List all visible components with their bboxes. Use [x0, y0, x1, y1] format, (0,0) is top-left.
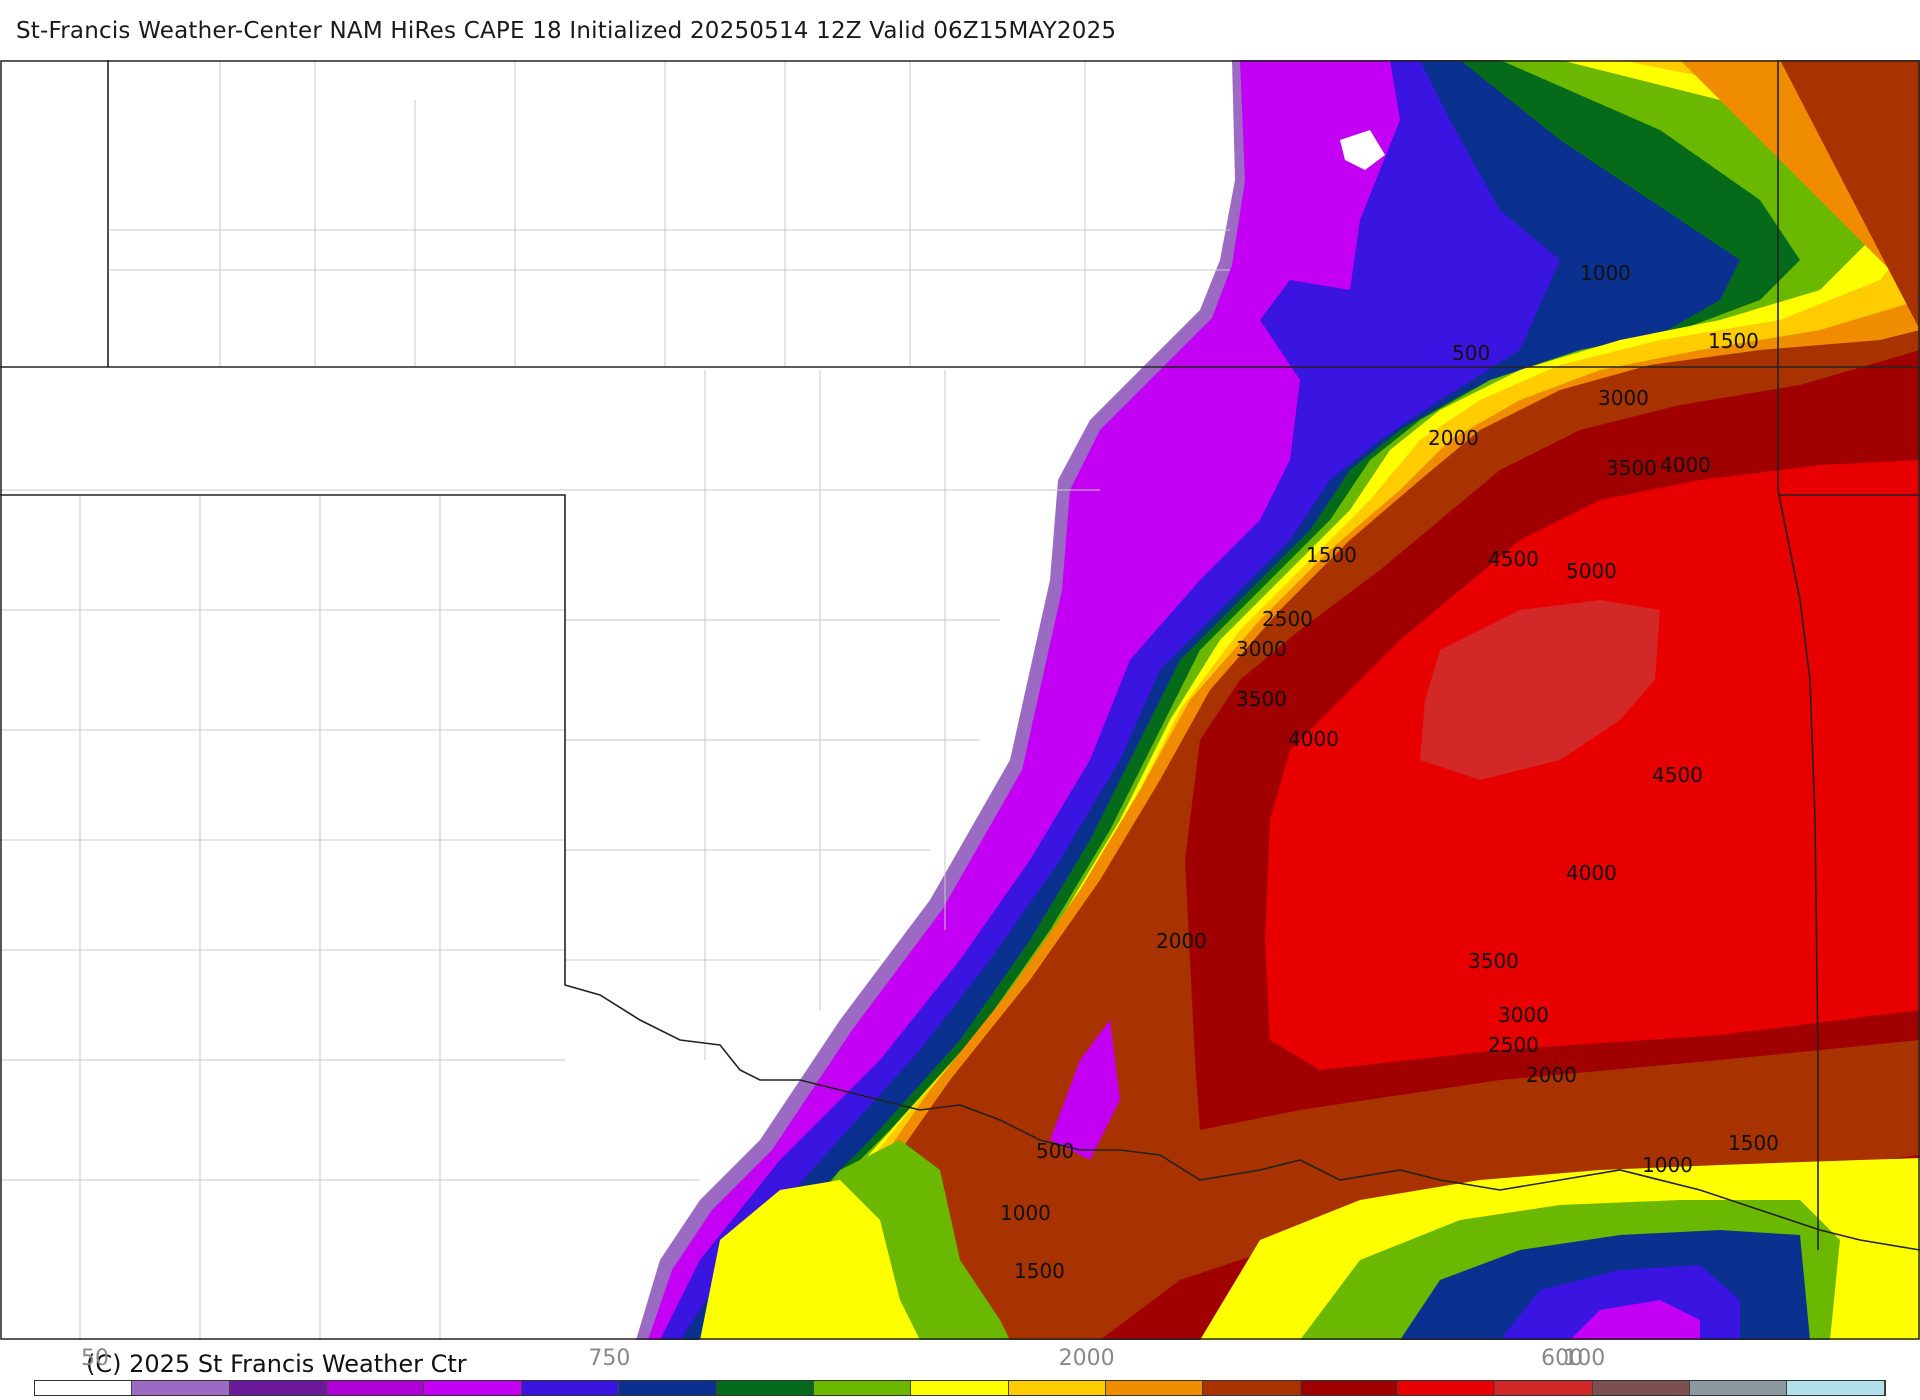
contour-label: 2000	[1526, 1063, 1577, 1087]
legend-swatch	[1787, 1381, 1885, 1395]
map-border	[0, 60, 1920, 1340]
contour-label: 3000	[1498, 1003, 1549, 1027]
contour-label: 4500	[1488, 547, 1539, 571]
legend-tick-label: 750	[588, 1346, 631, 1371]
legend-swatch	[1690, 1381, 1788, 1395]
contour-label: 4000	[1660, 453, 1711, 477]
contour-label: 2500	[1488, 1033, 1539, 1057]
contour-label: 1500	[1728, 1131, 1779, 1155]
title-bar: St-Francis Weather-Center NAM HiRes CAPE…	[0, 0, 1920, 60]
legend-swatch	[132, 1381, 230, 1395]
contour-label: 2000	[1156, 929, 1207, 953]
contour-label: 3000	[1236, 637, 1287, 661]
cape-shading	[636, 60, 1920, 1340]
contour-label: 500	[1036, 1139, 1074, 1163]
legend-tick-label: 2000	[1058, 1346, 1115, 1371]
legend-swatch	[619, 1381, 717, 1395]
contour-label: 3500	[1468, 949, 1519, 973]
cape-band-red	[1265, 460, 1920, 1070]
legend-swatch	[229, 1381, 328, 1395]
state-lines	[0, 60, 1920, 1251]
contour-label: 2000	[1428, 426, 1479, 450]
contour-label: 3500	[1236, 687, 1287, 711]
contour-label: 1500	[1708, 329, 1759, 353]
contour-label: 3500	[1606, 456, 1657, 480]
contour-label: 3000	[1598, 386, 1649, 410]
contour-label: 1000	[1580, 261, 1631, 285]
legend-swatch	[813, 1381, 912, 1395]
contour-label: 1500	[1306, 543, 1357, 567]
contour-label: 4500	[1652, 763, 1703, 787]
cape-band-north-white	[1340, 130, 1385, 170]
map-title: St-Francis Weather-Center NAM HiRes CAPE…	[16, 18, 1117, 44]
legend-swatch	[327, 1381, 425, 1395]
legend-swatch	[424, 1381, 522, 1395]
legend-tick-label: 50	[81, 1346, 110, 1371]
legend-swatch	[911, 1381, 1009, 1395]
color-legend	[34, 1380, 1886, 1396]
contour-label: 1000	[1000, 1201, 1051, 1225]
legend-swatch	[1592, 1381, 1691, 1395]
map-canvas: 1000 1500 500 3000 2000 3500 4000 1500 4…	[0, 60, 1920, 1340]
county-lines	[0, 60, 1230, 1340]
contour-label: 4000	[1566, 861, 1617, 885]
contour-labels: 1000 1500 500 3000 2000 3500 4000 1500 4…	[1000, 261, 1779, 1283]
legend-tick-label: 600	[1541, 1346, 1584, 1371]
cape-band-sw-magenta	[1050, 1020, 1120, 1160]
copyright-text: (C) 2025 St Francis Weather Ctr	[86, 1350, 467, 1378]
contour-label: 2500	[1262, 607, 1313, 631]
cape-band-crimson	[1420, 600, 1660, 780]
legend-swatch	[1495, 1381, 1593, 1395]
cape-band-south-magenta	[1570, 1300, 1700, 1340]
legend-swatch	[716, 1381, 814, 1395]
contour-label: 1000	[1642, 1153, 1693, 1177]
cape-map: 1000 1500 500 3000 2000 3500 4000 1500 4…	[0, 60, 1920, 1340]
legend-swatch	[1105, 1381, 1204, 1395]
legend-swatch	[35, 1381, 133, 1395]
contour-label: 5000	[1566, 559, 1617, 583]
cape-band-sw-yellow	[700, 1180, 920, 1340]
contour-label: 500	[1452, 341, 1490, 365]
contour-label: 4000	[1288, 727, 1339, 751]
legend-tick-label: 100	[1563, 1346, 1606, 1371]
legend-swatch	[1398, 1381, 1496, 1395]
legend-area: (C) 2025 St Francis Weather Ctr 50 750 200…	[0, 1340, 1920, 1400]
legend-swatch	[1300, 1381, 1399, 1395]
contour-label: 1500	[1014, 1259, 1065, 1283]
legend-swatch	[521, 1381, 620, 1395]
legend-swatch	[1203, 1381, 1301, 1395]
legend-swatch	[1008, 1381, 1106, 1395]
